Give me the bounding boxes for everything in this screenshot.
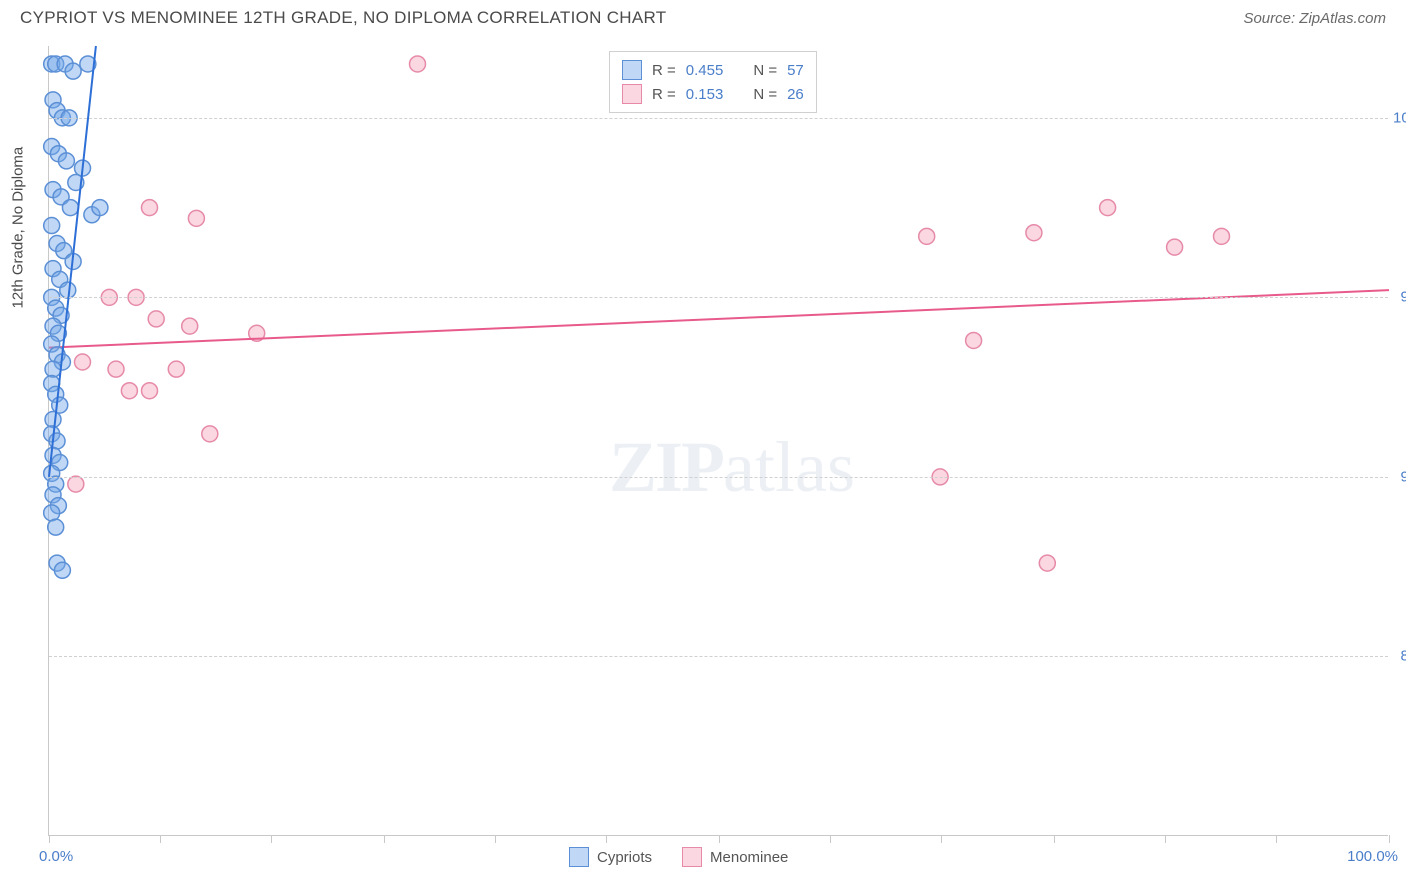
data-point	[58, 153, 74, 169]
data-point	[966, 332, 982, 348]
legend-row-menominee: R = 0.153 N = 26	[622, 82, 804, 106]
menominee-swatch	[622, 84, 642, 104]
y-tick-label: 95.0%	[1393, 289, 1406, 306]
data-point	[121, 383, 137, 399]
data-point	[142, 383, 158, 399]
x-tick	[1276, 835, 1277, 843]
x-tick	[719, 835, 720, 843]
legend-item-menominee: Menominee	[682, 847, 788, 867]
series-legend: Cypriots Menominee	[569, 847, 788, 867]
trend-line	[49, 290, 1389, 347]
data-point	[68, 476, 84, 492]
data-point	[52, 397, 68, 413]
x-tick	[49, 835, 50, 843]
data-point	[148, 311, 164, 327]
gridline	[49, 656, 1388, 657]
x-tick	[1389, 835, 1390, 843]
data-point	[182, 318, 198, 334]
data-point	[410, 56, 426, 72]
x-tick	[160, 835, 161, 843]
data-point	[108, 361, 124, 377]
data-point	[202, 426, 218, 442]
x-tick	[941, 835, 942, 843]
legend-row-cypriots: R = 0.455 N = 57	[622, 58, 804, 82]
cypriots-swatch	[622, 60, 642, 80]
x-tick-min: 0.0%	[39, 848, 73, 865]
x-tick	[1054, 835, 1055, 843]
data-point	[45, 361, 61, 377]
data-point	[75, 354, 91, 370]
x-tick	[606, 835, 607, 843]
x-tick	[830, 835, 831, 843]
data-point	[1039, 555, 1055, 571]
scatter-plot-svg	[49, 46, 1388, 835]
correlation-legend: R = 0.455 N = 57 R = 0.153 N = 26	[609, 51, 817, 113]
cypriots-label: Cypriots	[597, 849, 652, 866]
data-point	[1026, 225, 1042, 241]
x-tick-max: 100.0%	[1347, 848, 1398, 865]
chart-plot-area: ZIPatlas R = 0.455 N = 57 R = 0.153 N = …	[48, 46, 1388, 836]
y-axis-label: 12th Grade, No Diploma	[10, 147, 27, 309]
gridline	[49, 297, 1388, 298]
menominee-label: Menominee	[710, 849, 788, 866]
data-point	[1100, 200, 1116, 216]
gridline	[49, 477, 1388, 478]
data-point	[65, 63, 81, 79]
x-tick	[271, 835, 272, 843]
data-point	[44, 218, 60, 234]
data-point	[919, 228, 935, 244]
data-point	[48, 519, 64, 535]
data-point	[92, 200, 108, 216]
data-point	[44, 505, 60, 521]
y-tick-label: 100.0%	[1393, 109, 1406, 126]
x-tick	[1165, 835, 1166, 843]
cypriots-swatch-icon	[569, 847, 589, 867]
source-attribution: Source: ZipAtlas.com	[1243, 10, 1386, 27]
data-point	[1214, 228, 1230, 244]
y-tick-label: 85.0%	[1393, 648, 1406, 665]
x-tick	[495, 835, 496, 843]
data-point	[188, 210, 204, 226]
data-point	[45, 411, 61, 427]
gridline	[49, 118, 1388, 119]
data-point	[168, 361, 184, 377]
menominee-swatch-icon	[682, 847, 702, 867]
chart-title: CYPRIOT VS MENOMINEE 12TH GRADE, NO DIPL…	[20, 8, 666, 28]
data-point	[54, 562, 70, 578]
data-point	[62, 200, 78, 216]
x-tick	[384, 835, 385, 843]
data-point	[142, 200, 158, 216]
y-tick-label: 90.0%	[1393, 468, 1406, 485]
legend-item-cypriots: Cypriots	[569, 847, 652, 867]
data-point	[1167, 239, 1183, 255]
